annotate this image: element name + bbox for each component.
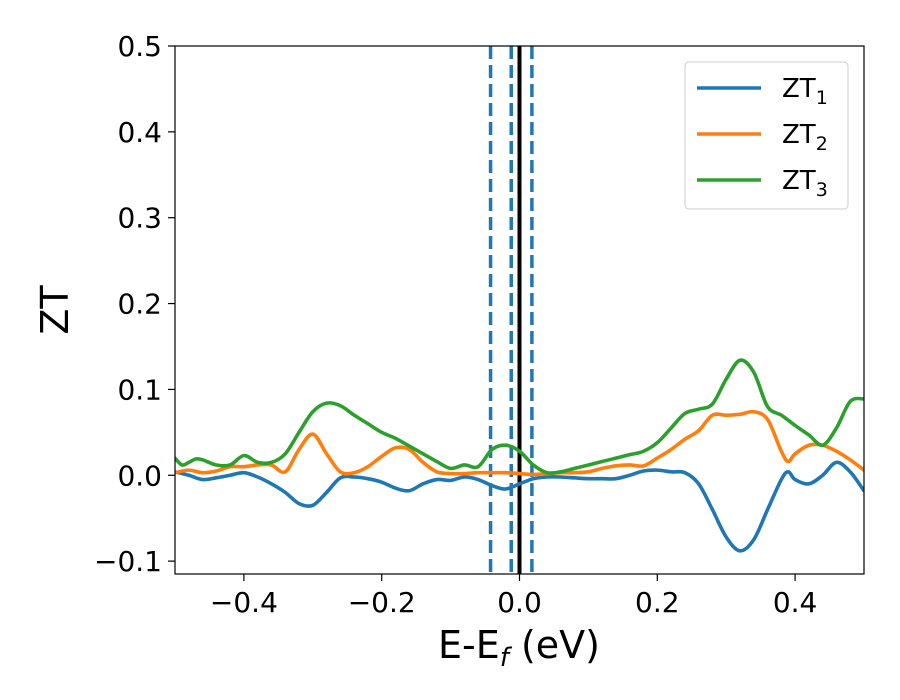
y-tick-label: 0.0 [117, 459, 162, 492]
legend-label-zt3: ZT3 [782, 166, 828, 201]
y-axis-ticks: −0.1 0.0 0.1 0.2 0.3 0.4 0.5 [94, 30, 175, 578]
y-tick-label: 0.2 [117, 288, 162, 321]
legend-label-zt1: ZT1 [782, 74, 828, 109]
y-tick-label: 0.4 [117, 116, 162, 149]
vertical-reference-lines [488, 46, 534, 574]
legend-label-zt2: ZT2 [782, 120, 828, 155]
x-tick-label: 0.2 [635, 586, 680, 619]
series-line-zt2 [175, 409, 864, 477]
series-line-zt3 [175, 358, 864, 475]
x-axis-title: E-Ef (eV) [438, 623, 600, 673]
y-tick-label: −0.1 [94, 545, 162, 578]
x-tick-label: 0.0 [497, 586, 542, 619]
x-tick-label: 0.4 [773, 586, 818, 619]
y-axis-title: ZT [33, 285, 77, 335]
x-axis-ticks: −0.4 −0.2 0.0 0.2 0.4 [210, 574, 817, 619]
y-tick-label: 0.3 [117, 202, 162, 235]
legend-frame [684, 61, 849, 210]
series-line-zt1 [175, 460, 864, 553]
legend: ZT1 ZT2 ZT3 [684, 61, 849, 210]
y-tick-label: 0.1 [117, 373, 162, 406]
x-tick-label: −0.2 [348, 586, 416, 619]
series-lines [175, 358, 864, 553]
y-tick-label: 0.5 [117, 30, 162, 63]
x-tick-label: −0.4 [210, 586, 278, 619]
